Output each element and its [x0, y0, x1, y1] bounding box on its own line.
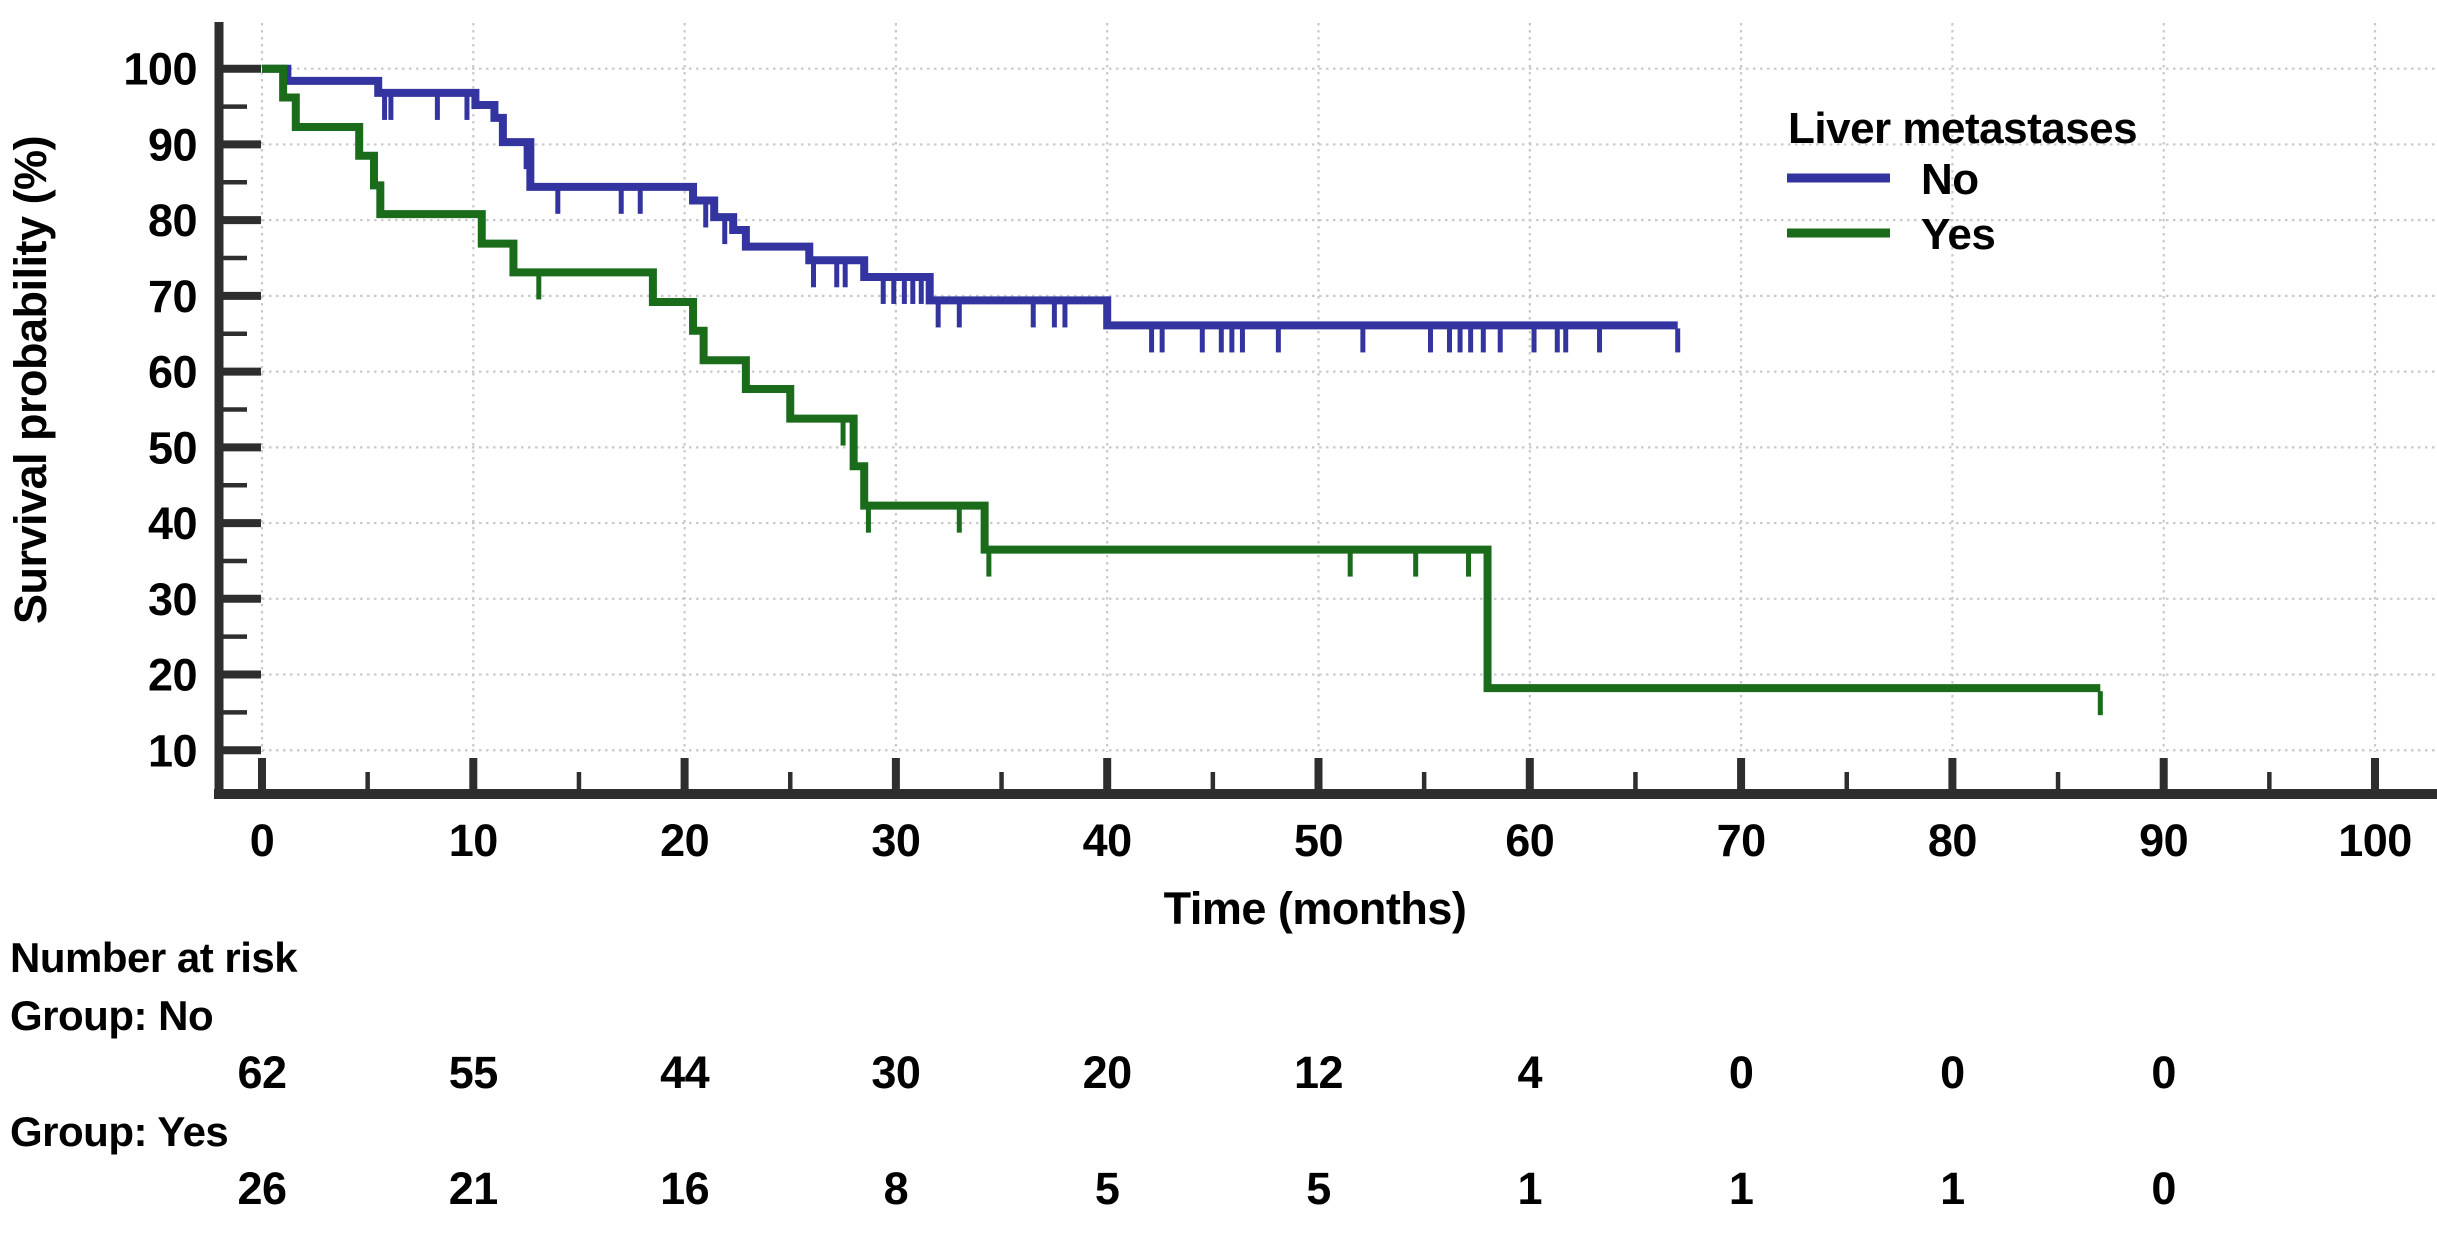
- gridlines: [260, 23, 2437, 752]
- x-tick-label: 0: [250, 815, 275, 866]
- x-tick-label: 60: [1505, 815, 1554, 866]
- y-tick-label: 100: [123, 44, 197, 95]
- x-tick-label: 100: [2338, 815, 2412, 866]
- x-tick-label: 90: [2139, 815, 2188, 866]
- risk-count: 0: [2151, 1047, 2176, 1098]
- x-tick-label: 80: [1928, 815, 1977, 866]
- x-tick-label: 50: [1294, 815, 1343, 866]
- legend-label-yes: Yes: [1921, 210, 1995, 259]
- y-tick-label: 10: [148, 725, 197, 776]
- risk-count: 0: [2151, 1163, 2176, 1214]
- y-tick-label: 50: [148, 422, 197, 473]
- risk-group-no-label: Group: No: [10, 992, 213, 1039]
- km-curve-yes: [262, 64, 2101, 693]
- legend-title: Liver metastases: [1788, 104, 2137, 153]
- risk-count: 62: [237, 1047, 286, 1098]
- risk-count: 1: [1729, 1163, 1754, 1214]
- risk-table-title: Number at risk: [10, 934, 298, 981]
- risk-count: 30: [871, 1047, 920, 1098]
- km-curve-no: [262, 64, 1678, 330]
- tick-labels: 10 20 30 40 50 60 70 80 90 100 0 10 20 30 40 50 60 70 80 90…: [123, 44, 2412, 866]
- x-axis-title: Time (months): [1164, 883, 1467, 934]
- risk-count: 8: [884, 1163, 909, 1214]
- survival-curves: [262, 64, 2103, 716]
- risk-table-counts: 62 55 44 30 20 12 4 0 0 026 21 16 8 5 5 1 1 1 0: [237, 1047, 2176, 1214]
- x-tick-label: 10: [449, 815, 498, 866]
- risk-count: 0: [1940, 1047, 1965, 1098]
- risk-count: 26: [237, 1163, 286, 1214]
- legend-label-no: No: [1921, 155, 1979, 204]
- y-tick-label: 80: [148, 195, 197, 246]
- x-tick-label: 70: [1717, 815, 1766, 866]
- y-tick-label: 20: [148, 650, 197, 701]
- risk-count: 55: [449, 1047, 498, 1098]
- risk-count: 20: [1083, 1047, 1132, 1098]
- risk-count: 44: [660, 1047, 710, 1098]
- risk-count: 1: [1940, 1163, 1965, 1214]
- risk-table-headers: Number at risk Group: No Group: Yes: [10, 934, 299, 1155]
- y-tick-label: 90: [148, 119, 197, 170]
- x-tick-label: 30: [871, 815, 920, 866]
- y-tick-label: 60: [148, 347, 197, 398]
- risk-count: 5: [1306, 1163, 1331, 1214]
- y-tick-label: 70: [148, 271, 197, 322]
- risk-count: 12: [1294, 1047, 1343, 1098]
- y-axis-title: Survival probability (%): [5, 136, 56, 624]
- risk-group-yes-label: Group: Yes: [10, 1108, 228, 1155]
- risk-count: 5: [1095, 1163, 1120, 1214]
- risk-count: 1: [1518, 1163, 1543, 1214]
- risk-count: 21: [449, 1163, 498, 1214]
- x-tick-label: 40: [1083, 815, 1132, 866]
- y-tick-label: 30: [148, 574, 197, 625]
- risk-count: 16: [660, 1163, 709, 1214]
- x-tick-label: 20: [660, 815, 709, 866]
- risk-count: 4: [1518, 1047, 1543, 1098]
- axes: [214, 22, 2437, 799]
- risk-count: 0: [1729, 1047, 1754, 1098]
- legend: Liver metastases No Yes: [1787, 104, 2138, 259]
- y-tick-label: 40: [148, 498, 197, 549]
